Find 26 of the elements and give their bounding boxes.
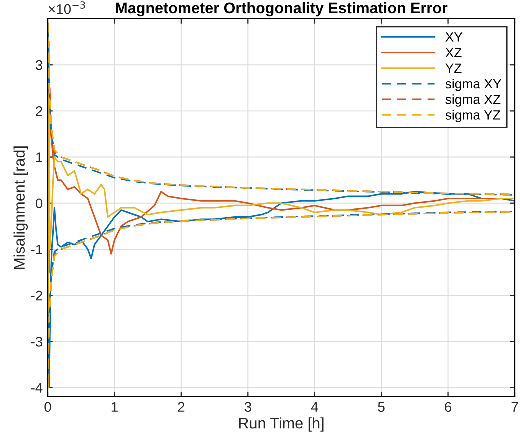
- y-tick-label: 2: [36, 106, 42, 116]
- legend-label: sigma XZ: [446, 94, 501, 107]
- y-tick-label: -2: [31, 290, 42, 301]
- y-tick-label: 3: [36, 60, 43, 70]
- x-tick-label: 1: [112, 402, 118, 412]
- x-axis-title: Run Time [h]: [239, 418, 324, 432]
- legend-label: YZ: [446, 64, 462, 73]
- chart-title: Magnetometer Orthogonality Estimation Error: [116, 2, 448, 17]
- legend-label: sigma XY: [446, 78, 502, 92]
- legend-label: XZ: [446, 48, 462, 58]
- y-tick-label: -1: [31, 244, 42, 255]
- y-tick-label: -3: [31, 337, 43, 347]
- text: ×10$^{−3}$: [48, 2, 86, 14]
- x-tick-label: 6: [445, 402, 452, 412]
- x-tick-label: 7: [512, 402, 518, 412]
- legend-label: sigma YZ: [446, 110, 500, 122]
- y-tick-label: -4: [31, 383, 43, 393]
- y-tick-label: 0: [36, 198, 43, 209]
- x-tick-label: 2: [178, 402, 185, 412]
- x-tick-label: 3: [244, 402, 252, 412]
- x-tick-label: 5: [378, 402, 385, 412]
- y-tick-label: 1: [36, 152, 42, 162]
- legend-label: XY: [446, 32, 463, 42]
- y-axis-title: Misalignment [rad]: [14, 146, 28, 270]
- x-tick-label: 0: [44, 402, 52, 412]
- x-tick-label: 4: [311, 402, 318, 412]
